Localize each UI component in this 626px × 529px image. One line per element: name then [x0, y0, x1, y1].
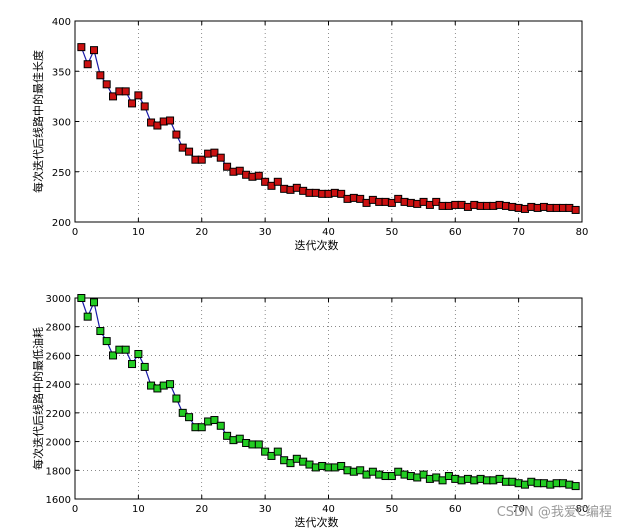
- x-tick-label: 30: [259, 504, 272, 515]
- x-tick-label: 20: [195, 504, 208, 515]
- chart-bottom-min-fuel: 0 10 20 30 40 50 60 70 80 1600 1800 2000 2200 2400 260…: [31, 294, 588, 529]
- data-point: [267, 181, 276, 190]
- x-tick-label: 40: [322, 504, 335, 515]
- x-tick-label: 10: [132, 504, 145, 515]
- x-tick-label: 70: [512, 227, 525, 238]
- y-axis-label: 每次迭代后线路中的最低油耗: [31, 327, 45, 470]
- x-tick-label: 60: [449, 504, 462, 515]
- data-point: [153, 121, 162, 130]
- data-point: [356, 466, 365, 475]
- y-tick-label: 400: [52, 17, 71, 28]
- data-point: [273, 447, 282, 456]
- y-tick-label: 2800: [46, 323, 71, 334]
- data-point: [166, 116, 175, 125]
- data-point: [337, 189, 346, 198]
- data-point: [216, 153, 225, 162]
- data-point: [90, 298, 99, 307]
- data-point: [223, 431, 232, 440]
- x-axis-label: 迭代次数: [295, 515, 339, 529]
- x-tick-label: 80: [576, 227, 589, 238]
- data-point: [254, 171, 263, 180]
- y-tick-label: 2600: [46, 351, 71, 362]
- y-tick-label: 2000: [46, 438, 71, 449]
- x-tick-label: 40: [322, 227, 335, 238]
- y-tick-label: 1800: [46, 466, 71, 477]
- data-point: [235, 434, 244, 443]
- data-point: [571, 482, 580, 491]
- data-point: [185, 147, 194, 156]
- y-tick-label: 250: [52, 168, 71, 179]
- chart-top-best-length: 0 10 20 30 40 50 60 70 80 200 250 300 350 400 迭代次数 每次迭代…: [31, 17, 588, 252]
- y-tick-label: 2200: [46, 409, 71, 420]
- data-point: [121, 87, 130, 96]
- data-point: [90, 46, 99, 55]
- data-point: [77, 294, 86, 302]
- x-tick-label: 50: [386, 227, 399, 238]
- y-tick-label: 1600: [46, 495, 71, 506]
- y-tick-label: 350: [52, 67, 71, 78]
- x-tick-label: 20: [195, 227, 208, 238]
- watermark: CSDN @我爱C编程: [497, 505, 612, 520]
- data-point: [134, 349, 143, 358]
- data-point: [102, 80, 111, 89]
- data-point: [172, 394, 181, 403]
- data-point: [197, 155, 206, 164]
- data-point: [261, 177, 270, 186]
- x-tick-label: 30: [259, 227, 272, 238]
- x-tick-label: 50: [386, 504, 399, 515]
- data-point: [128, 360, 137, 369]
- y-tick-label: 2400: [46, 380, 71, 391]
- data-point: [273, 177, 282, 186]
- data-point: [77, 43, 86, 52]
- x-tick-label: 60: [449, 227, 462, 238]
- data-point: [172, 130, 181, 139]
- y-tick-label: 300: [52, 118, 71, 129]
- data-point: [102, 337, 111, 346]
- data-point: [419, 470, 428, 479]
- data-point: [337, 461, 346, 470]
- data-point: [356, 194, 365, 203]
- data-point: [197, 423, 206, 432]
- data-point: [83, 60, 92, 69]
- data-point: [210, 148, 219, 157]
- data-point: [121, 345, 130, 354]
- data-point: [235, 166, 244, 175]
- x-tick-label: 10: [132, 227, 145, 238]
- data-point: [286, 459, 295, 468]
- y-tick-label: 200: [52, 218, 71, 229]
- x-axis-label: 迭代次数: [295, 238, 339, 252]
- data-point: [267, 451, 276, 460]
- y-axis-label: 每次迭代后线路中的最佳长度: [31, 50, 45, 193]
- data-point: [128, 99, 137, 108]
- data-point: [432, 197, 441, 206]
- data-point: [223, 162, 232, 171]
- data-point: [261, 447, 270, 456]
- data-point: [210, 416, 219, 425]
- data-point: [216, 421, 225, 430]
- data-point: [254, 440, 263, 449]
- data-point: [134, 91, 143, 100]
- data-point: [83, 312, 92, 321]
- data-point: [438, 476, 447, 485]
- data-point: [387, 198, 396, 207]
- y-tick-label: 3000: [46, 294, 71, 305]
- data-point: [178, 143, 187, 152]
- x-tick-label: 0: [72, 504, 78, 515]
- data-point: [185, 413, 194, 422]
- data-point: [387, 472, 396, 481]
- data-point: [571, 205, 580, 214]
- x-tick-label: 80: [576, 504, 589, 515]
- data-point: [178, 408, 187, 417]
- x-tick-label: 70: [512, 504, 525, 515]
- data-point: [109, 92, 118, 101]
- data-point: [140, 102, 149, 111]
- data-point: [96, 71, 105, 80]
- data-point: [96, 327, 105, 336]
- data-point: [166, 380, 175, 389]
- data-point: [140, 362, 149, 371]
- data-point: [109, 351, 118, 360]
- x-tick-label: 0: [72, 227, 78, 238]
